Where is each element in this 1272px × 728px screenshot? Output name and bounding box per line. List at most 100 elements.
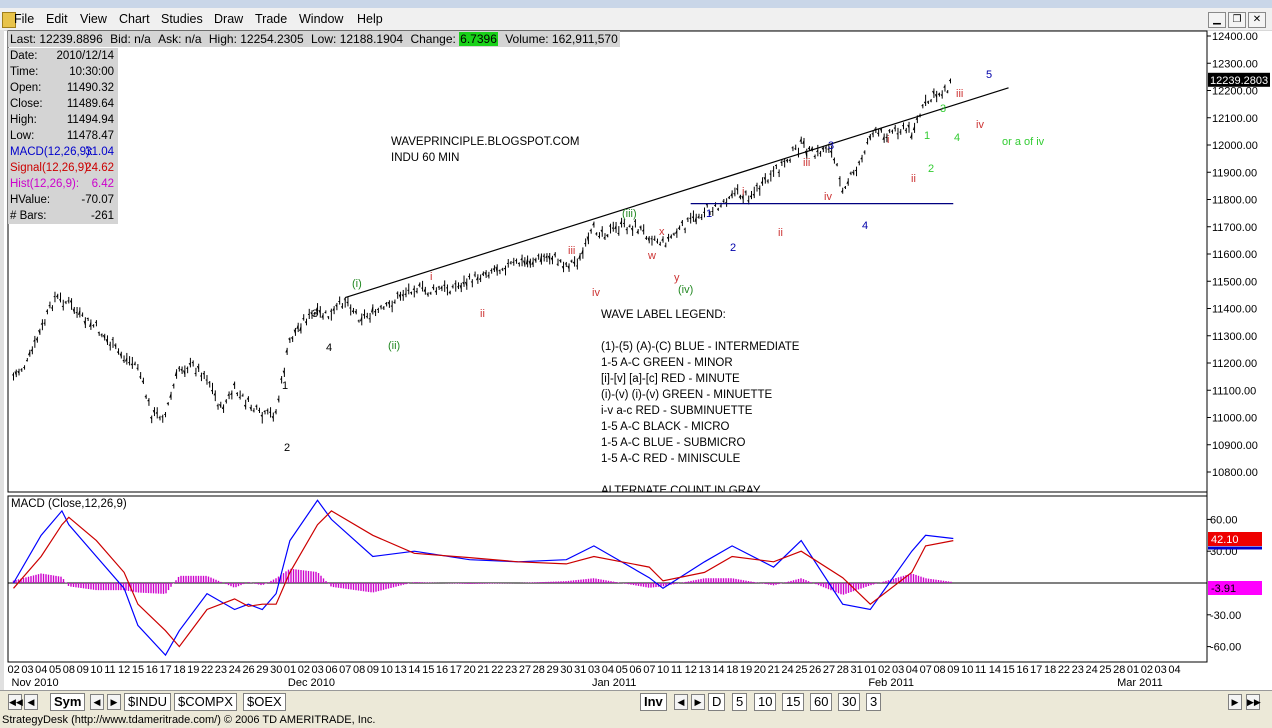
x-tick-label: 02 bbox=[1141, 664, 1153, 676]
x-tick-label: 24 bbox=[229, 664, 241, 676]
price-bar-open bbox=[697, 215, 700, 219]
price-bar-open bbox=[11, 374, 14, 376]
tab-indu[interactable]: $INDU bbox=[124, 693, 172, 711]
price-bar-open bbox=[100, 334, 103, 336]
x-month-label: Nov 2010 bbox=[12, 677, 59, 689]
menu-draw[interactable]: Draw bbox=[214, 12, 244, 26]
ask-value: n/a bbox=[184, 32, 202, 46]
tab-interval-30[interactable]: 30 bbox=[838, 693, 861, 711]
sym-prev-icon[interactable]: ◀ bbox=[90, 694, 104, 710]
wave-label: 4 bbox=[862, 220, 869, 232]
restore-icon[interactable]: ❐ bbox=[1228, 12, 1246, 28]
price-bar-open bbox=[821, 147, 824, 151]
price-bar-open bbox=[431, 286, 435, 289]
price-tick-label: 11400.00 bbox=[1212, 304, 1257, 316]
price-bar-open bbox=[694, 217, 697, 223]
price-bar-open bbox=[147, 399, 150, 402]
menu-help[interactable]: Help bbox=[357, 12, 383, 26]
inv-prev-icon[interactable]: ◀ bbox=[674, 694, 688, 710]
tab-interval-5[interactable]: 5 bbox=[732, 693, 748, 711]
price-bar-open bbox=[75, 311, 78, 314]
bottom-tab-bar: ◀◀ ◀ Sym ◀ ▶ $INDU $COMPX $OEX Inv ◀ ▶ D… bbox=[0, 690, 1272, 713]
price-bar-open bbox=[232, 382, 236, 386]
volume-label: Volume: bbox=[505, 32, 549, 46]
tab-inv[interactable]: Inv bbox=[640, 693, 667, 711]
x-tick-label: 27 bbox=[823, 664, 835, 676]
tab-interval-10[interactable]: 10 bbox=[754, 693, 777, 711]
x-tick-label: 10 bbox=[381, 664, 393, 676]
menu-edit[interactable]: Edit bbox=[46, 12, 68, 26]
price-bar-open bbox=[888, 130, 890, 132]
price-bar-open bbox=[274, 410, 277, 413]
legend-footer: ALTERNATE COUNT IN GRAY bbox=[601, 485, 761, 492]
price-bar-open bbox=[293, 329, 296, 334]
prev-icon[interactable]: ◀ bbox=[24, 694, 38, 710]
macd-line bbox=[12, 499, 954, 657]
menu-chart[interactable]: Chart bbox=[119, 12, 150, 26]
price-bar-open bbox=[592, 222, 595, 226]
price-bar-open bbox=[854, 169, 857, 172]
price-bar-open bbox=[174, 371, 178, 377]
price-bar-open bbox=[948, 79, 951, 82]
price-bar-open bbox=[188, 362, 191, 366]
wave-label: x bbox=[659, 226, 665, 238]
x-tick-label: 14 bbox=[408, 664, 420, 676]
data-window-value: -70.07 bbox=[81, 194, 114, 206]
wave-label: 2 bbox=[730, 242, 737, 254]
bid-value: n/a bbox=[134, 32, 151, 46]
minimize-icon[interactable]: ▁ bbox=[1208, 12, 1226, 28]
price-bar-open bbox=[857, 161, 860, 164]
x-tick-label: 30 bbox=[270, 664, 282, 676]
menu-trade[interactable]: Trade bbox=[255, 12, 288, 26]
low-value: 12188.1904 bbox=[339, 32, 404, 46]
price-bar-open bbox=[896, 133, 899, 135]
wave-label: (iii) bbox=[622, 208, 637, 220]
price-bar-open bbox=[429, 292, 432, 294]
tab-oex[interactable]: $OEX bbox=[243, 693, 286, 711]
price-bar-open bbox=[846, 180, 849, 184]
tab-interval-15[interactable]: 15 bbox=[782, 693, 805, 711]
menu-file[interactable]: File bbox=[14, 12, 35, 26]
price-bar-open bbox=[760, 180, 763, 184]
tab-interval-60[interactable]: 60 bbox=[810, 693, 833, 711]
price-bar-open bbox=[584, 242, 586, 245]
data-window-key: Time: bbox=[10, 66, 39, 78]
tab-compx[interactable]: $COMPX bbox=[174, 693, 237, 711]
first-icon[interactable]: ◀◀ bbox=[8, 694, 23, 710]
price-bar-open bbox=[719, 205, 722, 207]
x-tick-label: 05 bbox=[616, 664, 628, 676]
menu-studies[interactable]: Studies bbox=[161, 12, 203, 26]
wave-label: iii bbox=[956, 88, 964, 100]
sym-next-icon[interactable]: ▶ bbox=[107, 694, 121, 710]
x-tick-label: 10 bbox=[90, 664, 102, 676]
tab-interval-d[interactable]: D bbox=[708, 693, 726, 711]
price-bar-open bbox=[871, 133, 874, 135]
signal-line bbox=[13, 510, 954, 648]
x-tick-label: 29 bbox=[546, 664, 558, 676]
wave-label: 3 bbox=[312, 308, 319, 320]
inv-next-icon[interactable]: ▶ bbox=[691, 694, 705, 710]
macd-tick-label: 60.00 bbox=[1210, 514, 1238, 526]
price-bar-open bbox=[816, 149, 819, 153]
close-icon[interactable]: ✕ bbox=[1248, 12, 1266, 28]
price-bar-open bbox=[398, 294, 401, 298]
scroll-right-icon[interactable]: ▶ bbox=[1228, 694, 1242, 710]
last-icon[interactable]: ▶▶ bbox=[1246, 694, 1261, 710]
x-tick-label: 05 bbox=[49, 664, 61, 676]
price-bar-open bbox=[335, 304, 338, 307]
legend-line: 1-5 A-C BLACK - MICRO bbox=[601, 421, 730, 433]
menu-window[interactable]: Window bbox=[299, 12, 344, 26]
last-price-box bbox=[1208, 72, 1270, 87]
price-bar-open bbox=[83, 320, 86, 325]
tab-sym[interactable]: Sym bbox=[50, 693, 86, 711]
chart-canvas[interactable]: 12500.0012400.0012300.0012200.0012100.00… bbox=[0, 30, 1272, 690]
app-icon[interactable] bbox=[2, 12, 16, 28]
x-tick-label: 20 bbox=[464, 664, 476, 676]
price-bar-open bbox=[700, 216, 702, 219]
price-bar-open bbox=[213, 392, 216, 396]
tab-interval-3[interactable]: 3 bbox=[866, 693, 882, 711]
price-bar-open bbox=[669, 235, 672, 238]
menu-view[interactable]: View bbox=[80, 12, 107, 26]
price-bar-open bbox=[412, 287, 415, 291]
price-bar-open bbox=[183, 370, 186, 375]
